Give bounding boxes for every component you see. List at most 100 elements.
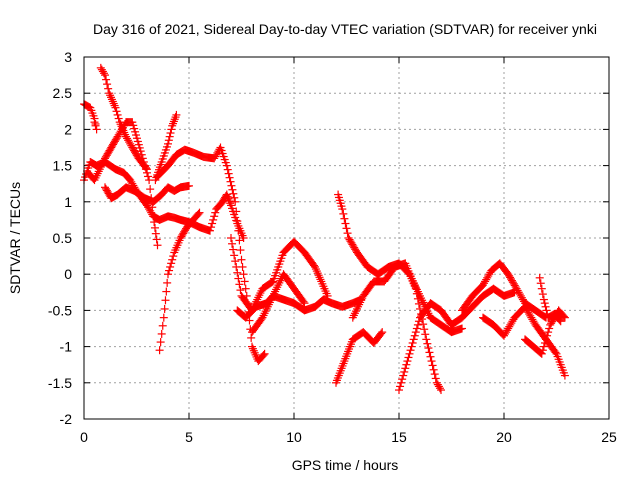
data-point — [427, 357, 436, 366]
data-point — [167, 259, 176, 268]
data-point — [185, 181, 193, 190]
data-point — [542, 306, 551, 315]
x-tick-label: 5 — [185, 429, 193, 445]
data-point — [112, 134, 121, 143]
data-point — [556, 317, 565, 326]
x-tick-label: 25 — [601, 429, 617, 445]
data-point — [539, 295, 548, 304]
data-point — [428, 361, 437, 370]
data-point — [426, 352, 435, 361]
data-point — [406, 346, 415, 355]
x-tick-label: 10 — [286, 429, 302, 445]
data-point — [414, 317, 423, 326]
data-point — [103, 80, 112, 89]
data-point — [169, 252, 178, 261]
axis-ticks: 0 5 10 15 20 25 -2 -1.5 -1 -0.5 0 0.5 1 1.5 2 2.5 3 — [48, 49, 617, 445]
data-point — [206, 226, 214, 235]
data-point — [408, 338, 417, 347]
data-point — [232, 207, 241, 216]
data-point — [156, 338, 165, 347]
data-point — [424, 344, 433, 353]
data-point — [157, 329, 166, 338]
data-point — [425, 348, 434, 357]
data-point — [411, 328, 420, 337]
data-point — [309, 261, 318, 270]
data-point — [413, 320, 422, 329]
data-point — [225, 173, 234, 182]
series-arc11 — [248, 270, 309, 337]
y-tick-label: 0 — [64, 266, 72, 282]
data-point — [404, 353, 413, 362]
series-arc15 — [395, 284, 519, 395]
data-point — [104, 84, 113, 93]
data-point — [231, 197, 240, 206]
data-point — [409, 335, 418, 344]
data-point — [153, 241, 162, 250]
data-points — [80, 63, 569, 395]
data-point — [161, 296, 170, 305]
data-point — [162, 287, 171, 296]
data-point — [113, 110, 122, 119]
data-point — [338, 205, 347, 214]
data-point — [410, 331, 419, 340]
data-point — [151, 229, 160, 238]
data-point — [542, 335, 550, 344]
data-point — [259, 351, 268, 360]
data-point — [92, 125, 101, 134]
y-tick-label: -1.5 — [48, 375, 72, 391]
data-point — [230, 251, 239, 260]
data-point — [90, 118, 99, 127]
data-point — [403, 357, 412, 366]
series-arc9 — [227, 234, 332, 315]
data-point — [412, 324, 421, 333]
data-point — [378, 328, 387, 337]
data-point — [235, 280, 244, 289]
data-point — [300, 299, 309, 308]
data-point — [224, 169, 233, 178]
data-point — [223, 165, 232, 174]
x-tick-label: 0 — [80, 429, 88, 445]
data-point — [127, 141, 136, 150]
y-tick-label: 3 — [64, 49, 72, 65]
data-point — [165, 132, 174, 141]
data-point — [239, 234, 248, 242]
data-point — [560, 371, 569, 380]
data-point — [143, 165, 151, 174]
data-point — [234, 226, 243, 235]
data-point — [396, 382, 405, 391]
data-point — [414, 299, 423, 308]
data-point — [411, 284, 420, 293]
y-tick-label: 1 — [64, 194, 72, 210]
data-point — [236, 246, 245, 255]
data-point — [165, 266, 174, 275]
data-point — [435, 384, 444, 393]
series-arc5 — [101, 181, 193, 206]
data-point — [208, 219, 217, 228]
data-point — [431, 374, 440, 383]
data-point — [144, 172, 153, 181]
series-arc17 — [479, 302, 569, 380]
y-tick-label: -2 — [60, 411, 73, 427]
data-point — [209, 215, 218, 224]
data-point — [166, 262, 175, 271]
x-tick-label: 15 — [391, 429, 407, 445]
data-point — [535, 273, 544, 282]
data-point — [543, 331, 552, 340]
data-point — [160, 304, 169, 313]
data-point — [421, 330, 430, 339]
data-point — [158, 321, 167, 330]
data-point — [234, 274, 243, 283]
data-point — [210, 212, 219, 221]
data-point — [241, 284, 250, 293]
data-point — [112, 107, 121, 116]
series-arc19 — [535, 273, 565, 326]
data-point — [222, 161, 231, 170]
series-arc4 — [96, 63, 151, 174]
data-point — [163, 278, 172, 287]
data-point — [207, 223, 216, 232]
data-point — [99, 69, 108, 78]
y-tick-label: -1 — [60, 339, 73, 355]
y-tick-label: 2.5 — [53, 85, 73, 101]
data-point — [551, 348, 560, 357]
